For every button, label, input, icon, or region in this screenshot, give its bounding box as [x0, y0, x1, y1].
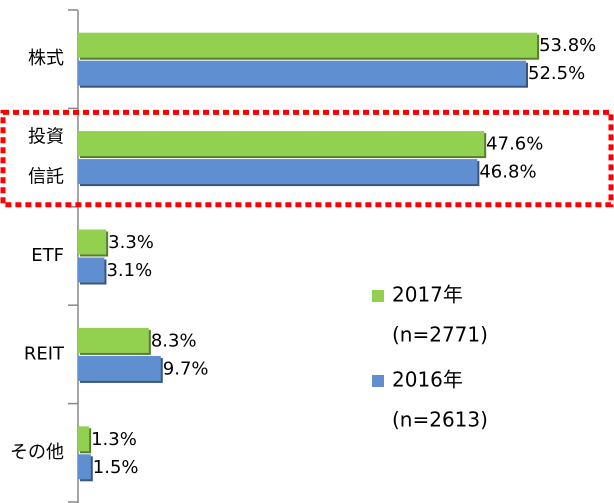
value-label: 53.8% [539, 35, 596, 56]
legend-sample: (n=2613) [392, 408, 488, 432]
category-label: その他 [10, 442, 64, 463]
legend-label: 2016年 [392, 368, 463, 392]
value-label: 3.3% [108, 232, 154, 253]
category-label: 信託 [28, 167, 64, 188]
legend-label: 2017年 [392, 283, 463, 307]
category-label: 株式 [28, 48, 64, 69]
bar [78, 426, 90, 452]
legend-swatch [372, 375, 384, 387]
bar [78, 229, 107, 255]
bar [78, 327, 149, 353]
value-label: 1.5% [93, 457, 139, 478]
category-label: 投資 [28, 127, 64, 148]
value-label: 46.8% [479, 162, 536, 183]
value-label: 3.1% [106, 260, 152, 281]
legend-sample: (n=2771) [392, 323, 488, 347]
bar [78, 257, 105, 283]
value-label: 52.5% [528, 63, 585, 84]
legend-swatch [372, 290, 384, 302]
bar [78, 60, 526, 86]
bar [78, 355, 161, 381]
value-label: 9.7% [163, 358, 209, 379]
bar [78, 454, 91, 480]
highlight-box [0, 109, 614, 208]
value-label: 1.3% [91, 429, 137, 450]
value-label: 47.6% [486, 134, 543, 155]
bar [78, 131, 485, 157]
bar [78, 159, 478, 185]
value-label: 8.3% [151, 330, 197, 351]
category-label: ETF [31, 245, 64, 266]
category-label: REIT [24, 343, 65, 364]
bar [78, 32, 538, 58]
